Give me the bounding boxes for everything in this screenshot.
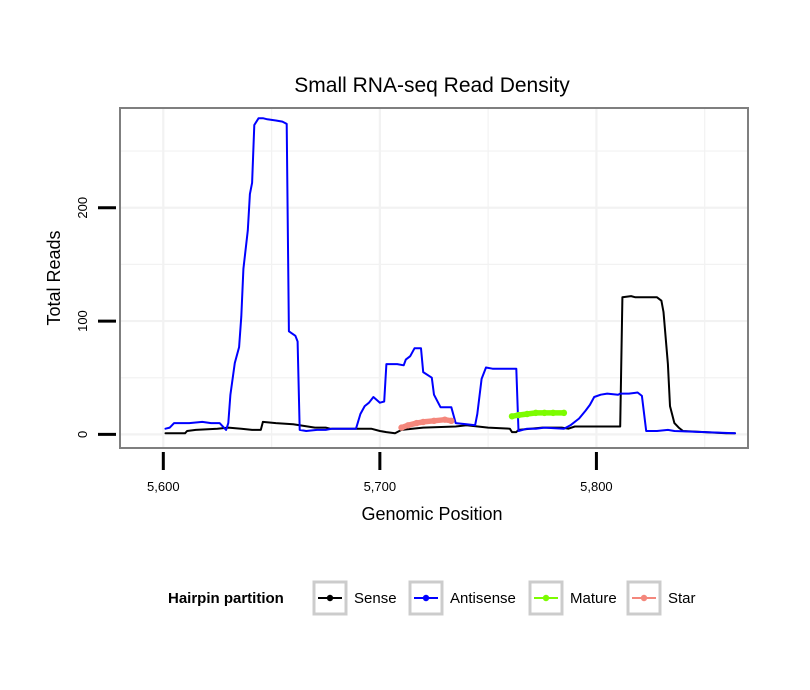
x-axis-title: Genomic Position — [361, 504, 502, 524]
x-tick-label: 5,800 — [580, 479, 613, 494]
series-star — [398, 416, 455, 431]
legend-item-star: Star — [626, 580, 696, 616]
data-point — [532, 409, 539, 417]
x-tick-label: 5,700 — [364, 479, 397, 494]
y-tick-label: 100 — [75, 310, 90, 332]
data-point — [560, 409, 568, 417]
y-axis-title: Total Reads — [44, 230, 64, 325]
data-point — [549, 409, 557, 417]
legend-item-mature: Mature — [528, 580, 617, 616]
axes: 0 100 200 5,600 5,700 5,800 — [75, 107, 749, 494]
data-point — [441, 416, 449, 423]
panel-background — [120, 108, 748, 448]
data-point — [508, 413, 516, 420]
chart-title: Small RNA-seq Read Density — [294, 74, 570, 97]
legend-key-point — [422, 594, 430, 602]
y-tick-label: 200 — [75, 197, 90, 219]
legend: Hairpin partition Sense Antisense Mature St… — [168, 580, 696, 616]
series-line-sense — [164, 295, 736, 435]
data-point — [430, 417, 438, 424]
series-line-antisense — [164, 117, 736, 435]
data-point — [413, 419, 420, 427]
legend-key-point — [542, 594, 550, 602]
data-point — [398, 424, 405, 431]
legend-item-sense: Sense — [312, 580, 397, 616]
legend-label: Sense — [354, 590, 397, 607]
data-point — [541, 409, 548, 417]
x-tick-label: 5,600 — [147, 479, 180, 494]
y-tick-label: 0 — [75, 431, 90, 438]
legend-key-point — [640, 594, 648, 602]
grid — [120, 108, 748, 448]
data-point — [419, 418, 427, 426]
legend-label: Star — [668, 590, 696, 607]
legend-label: Mature — [570, 590, 617, 607]
legend-label: Antisense — [450, 590, 516, 607]
legend-title: Hairpin partition — [168, 590, 284, 607]
legend-item-antisense: Antisense — [408, 580, 516, 616]
series-sense — [164, 295, 736, 435]
legend-key-point — [326, 594, 334, 602]
panel-border — [119, 107, 749, 449]
data-point — [448, 417, 455, 424]
series-antisense — [164, 117, 736, 435]
data-point — [515, 411, 522, 419]
data-point — [404, 422, 412, 429]
data-point — [523, 410, 531, 418]
plot-panel — [120, 108, 748, 448]
series-mature — [508, 409, 568, 420]
series-group — [164, 117, 736, 435]
